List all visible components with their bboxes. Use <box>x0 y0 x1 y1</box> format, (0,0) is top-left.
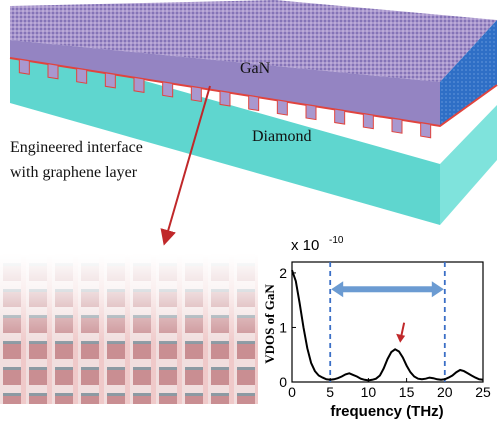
range-arrow-head-right <box>431 281 444 298</box>
peak-arrow <box>396 322 406 343</box>
interface-pointer-arrow <box>160 85 211 246</box>
interface-tooth <box>18 58 30 75</box>
diamond-label: Diamond <box>252 128 312 145</box>
x-tick-label: 5 <box>326 384 334 400</box>
interface-tooth <box>334 108 346 125</box>
x-ticks: 0 5 10 15 20 25 <box>288 378 491 400</box>
gan-diamond-slab: GaN Diamond <box>9 0 498 225</box>
peak-arrow-shaft <box>400 322 406 337</box>
interface-tooth <box>133 76 145 93</box>
interface-line <box>9 57 498 128</box>
y-tick-label: 1 <box>279 319 287 335</box>
caption-line-2: with graphene layer <box>10 164 138 181</box>
gan-front-face <box>10 40 440 126</box>
vdos-series-line <box>291 269 484 382</box>
peak-arrow-head <box>396 333 406 343</box>
interface-tooth <box>391 117 403 134</box>
range-arrow-shaft <box>340 286 435 293</box>
gan-side-face <box>440 20 497 126</box>
interface-tooth <box>305 104 317 121</box>
interface-tooth <box>162 81 174 98</box>
y-tick-label: 0 <box>279 374 287 390</box>
diamond-front-face <box>10 43 440 225</box>
x-tick-label: 15 <box>399 384 415 400</box>
x-tick-label: 25 <box>475 384 491 400</box>
dashed-lines <box>329 262 446 382</box>
gan-label: GaN <box>240 60 271 77</box>
chart-x-axis-label: frequency (THz) <box>330 403 443 420</box>
gan-top-face <box>10 0 497 82</box>
interface-tooth <box>190 85 202 103</box>
y-tick-label: 2 <box>279 265 287 281</box>
interface-tooth <box>362 113 374 130</box>
chart-y-axis-label: VDOS of GaN <box>262 284 277 364</box>
caption-line-1: Engineered interface <box>10 139 143 156</box>
interface-tooth <box>248 94 260 112</box>
vdos-chart: 0 5 10 15 20 25 012 x 10 -10 frequency (THz) … <box>262 235 491 420</box>
frequency-range-arrow <box>331 281 444 298</box>
interface-tooth <box>104 72 116 89</box>
x-tick-label: 0 <box>288 384 296 400</box>
x-tick-label: 10 <box>361 384 377 400</box>
x-tick-label: 20 <box>437 384 453 400</box>
chart-plot-frame <box>291 261 484 383</box>
interface-tooth <box>276 99 288 116</box>
diamond-side-face <box>440 105 497 225</box>
interface-tooth <box>76 67 88 84</box>
chart-scale-exponent: -10 <box>329 235 344 246</box>
interface-tooth <box>47 63 59 80</box>
y-ticks: 0 1 2 <box>279 265 296 390</box>
interface-tooth <box>420 122 432 139</box>
interface-tooth <box>219 90 231 107</box>
graphene-interface-image <box>0 254 258 404</box>
chart-scale-label: x 10 <box>291 237 319 254</box>
range-arrow-head-left <box>331 281 344 298</box>
interface-teeth <box>18 58 432 139</box>
